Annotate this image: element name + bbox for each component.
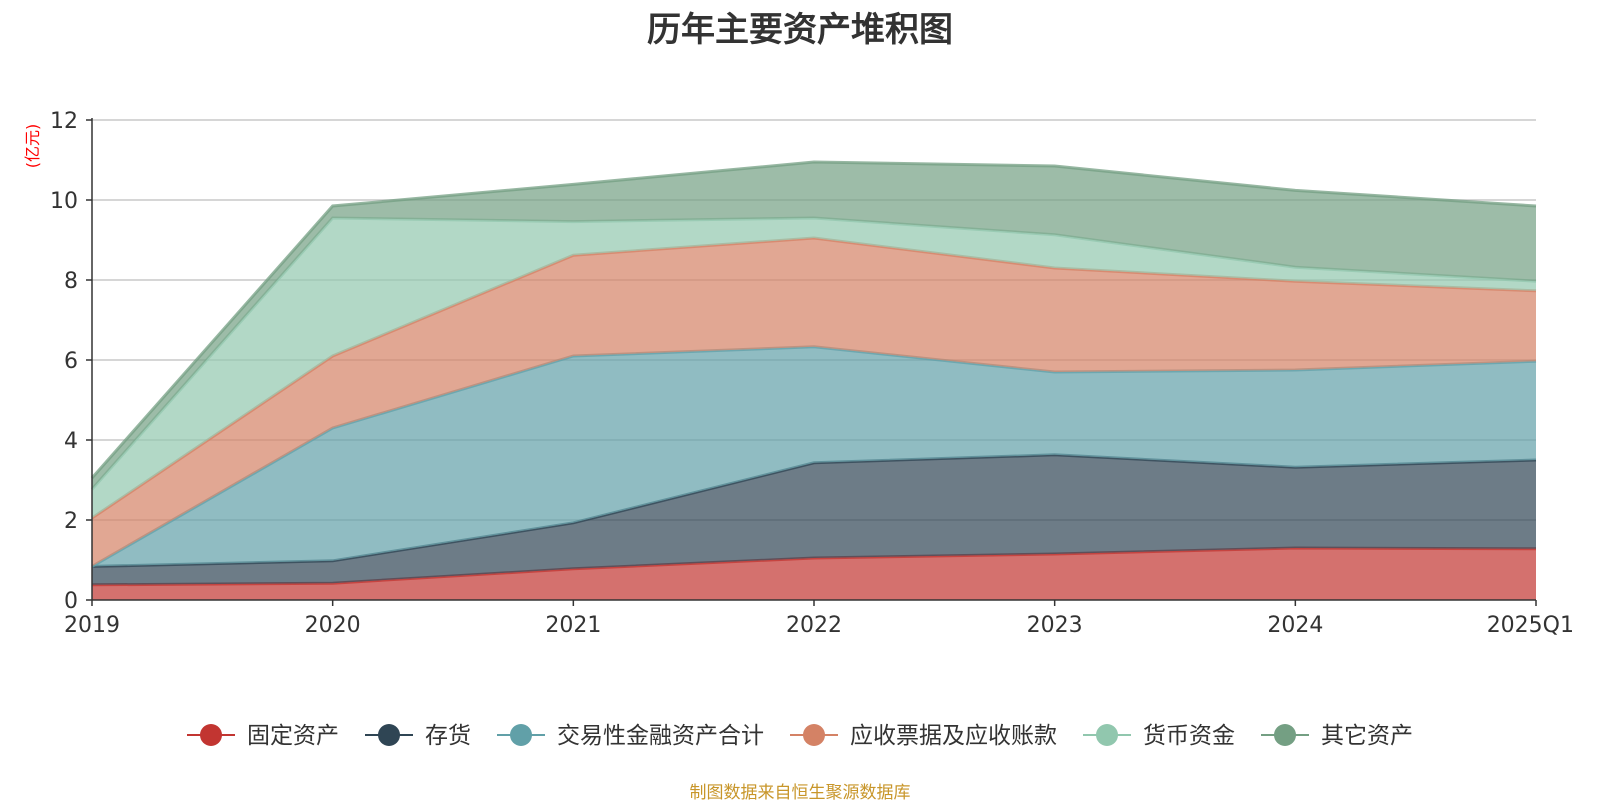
y-tick-label: 2	[64, 509, 78, 534]
area-应收票据及应收账款	[92, 238, 1536, 567]
source-note: 制图数据来自恒生聚源数据库	[689, 783, 911, 803]
legend-marker	[1096, 724, 1118, 746]
area-存货	[92, 454, 1536, 585]
y-tick-label: 0	[64, 589, 78, 614]
area-固定资产	[92, 548, 1536, 600]
area-货币资金	[92, 218, 1536, 518]
line-其它资产	[90, 160, 1537, 479]
y-tick-label: 8	[64, 269, 78, 294]
legend-label: 其它资产	[1321, 723, 1413, 749]
y-unit-label: (亿元)	[23, 124, 42, 169]
legend-item[interactable]: 其它资产	[1261, 723, 1413, 749]
axes: 0 2 4 6 8 10 12 2019 2020 2021 2022 2023 2024 2025Q1	[50, 109, 1574, 638]
x-tick-label: 2019	[64, 613, 120, 638]
legend-label: 交易性金融资产合计	[557, 723, 764, 749]
legend: 固定资产 存货 交易性金融资产合计 应收票据及应收账款 货币资金 其它资产	[187, 723, 1413, 749]
legend-marker	[803, 724, 825, 746]
legend-marker	[200, 724, 222, 746]
x-tick-label: 2021	[545, 613, 601, 638]
x-tick-label: 2023	[1027, 613, 1083, 638]
legend-item[interactable]: 存货	[365, 723, 471, 749]
legend-marker	[510, 724, 532, 746]
legend-marker	[1274, 724, 1296, 746]
legend-label: 应收票据及应收账款	[850, 723, 1057, 749]
legend-marker	[378, 724, 400, 746]
area-交易性金融资产合计	[92, 346, 1536, 567]
chart-title: 历年主要资产堆积图	[647, 10, 953, 50]
legend-item[interactable]: 应收票据及应收账款	[790, 723, 1057, 749]
x-tick-label: 2025Q1	[1487, 613, 1574, 638]
y-tick-label: 4	[64, 429, 78, 454]
legend-item[interactable]: 交易性金融资产合计	[497, 723, 764, 749]
x-tick-label: 2022	[786, 613, 842, 638]
x-tick-label: 2020	[305, 613, 361, 638]
y-tick-label: 12	[50, 109, 78, 134]
area-series	[90, 160, 1537, 600]
legend-item[interactable]: 货币资金	[1083, 723, 1235, 749]
legend-label: 货币资金	[1143, 723, 1235, 749]
y-tick-label: 6	[64, 349, 78, 374]
legend-label: 存货	[425, 723, 471, 749]
y-tick-label: 10	[50, 189, 78, 214]
legend-label: 固定资产	[247, 723, 339, 749]
area-其它资产	[92, 162, 1536, 490]
x-tick-label: 2024	[1267, 613, 1323, 638]
legend-item[interactable]: 固定资产	[187, 723, 339, 749]
